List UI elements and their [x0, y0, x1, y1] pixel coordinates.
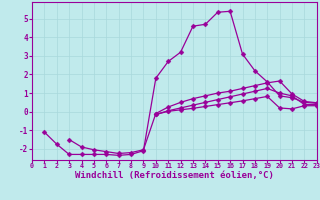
X-axis label: Windchill (Refroidissement éolien,°C): Windchill (Refroidissement éolien,°C): [75, 171, 274, 180]
